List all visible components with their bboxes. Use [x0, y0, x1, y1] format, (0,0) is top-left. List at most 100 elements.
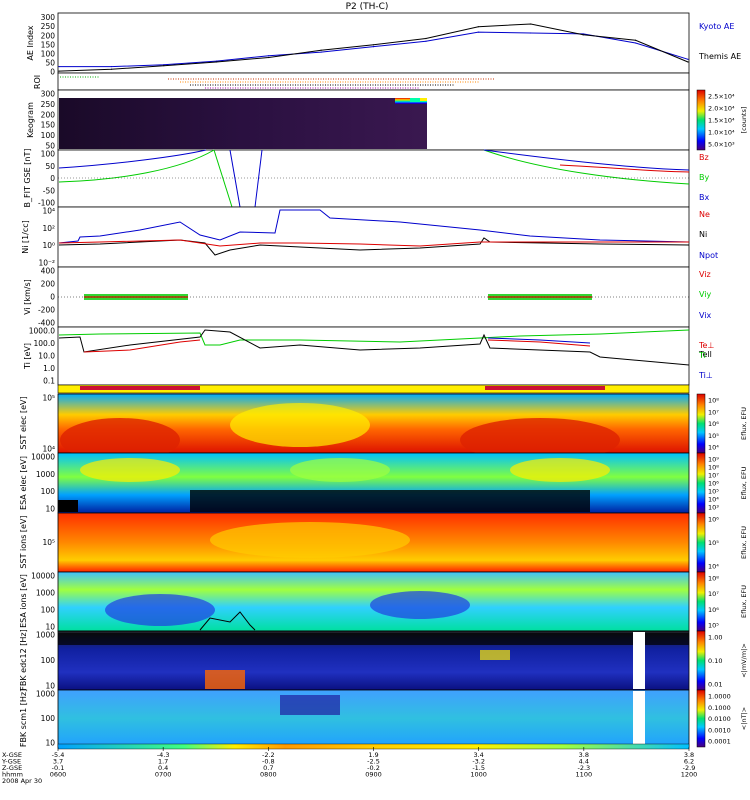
- legend-themis-ae: Themis AE: [698, 52, 741, 61]
- panel-ti: Ti [eV] Tell Te⊥ Ti Ti⊥: [23, 326, 714, 386]
- ae-ylabel: AE Index: [26, 25, 35, 60]
- panel-fbk-edc: FBK edc12 [Hz]: [19, 629, 706, 691]
- keogram-colorbar-tick: 1.0×10⁴: [708, 129, 735, 137]
- x-row-value: 1.7: [158, 758, 168, 766]
- keogram-ytick-label: 100: [41, 131, 56, 140]
- bfit-ytick-label: 50: [45, 162, 55, 171]
- ti-ytick-label: 1.0: [43, 364, 55, 373]
- fbk_b-colorbar-tick: 1.0000: [708, 693, 731, 701]
- sst_e-ytick-label: 10⁵: [42, 394, 55, 403]
- x-row-label: 2008 Apr 30: [2, 777, 42, 785]
- keogram-ylabel: Keogram: [26, 102, 35, 138]
- keogram-ytick-label: 300: [41, 90, 56, 99]
- vi-ytick-label: 0: [50, 293, 55, 302]
- esa_i-colorbar-tick: 10⁸: [708, 575, 719, 583]
- x-row-value: -0.1: [52, 764, 65, 772]
- mode-bar: [57, 384, 690, 394]
- esa_i-colorbar-tick: 10⁵: [708, 622, 719, 630]
- keogram-ytick-label: 200: [41, 110, 56, 119]
- ae-ytick-label: 0: [50, 68, 55, 77]
- keogram-colorbar-tick: 2.0×10⁴: [708, 105, 735, 113]
- keogram-colorbar-tick: 1.5×10⁴: [708, 117, 735, 125]
- fbk_e-ytick-label: 100: [41, 656, 56, 665]
- x-row-label: Z-GSE: [2, 764, 22, 772]
- fbk_b-colorbar-tick: 0.0100: [708, 715, 731, 723]
- fbk_e-colorbar-label: <|mV/m|>: [740, 643, 748, 678]
- fbk_b-colorbar-tick: 0.0001: [708, 738, 731, 746]
- x-row-value: -5.4: [52, 751, 65, 759]
- sst_e-colorbar-label: Eflux, EFU: [740, 407, 748, 440]
- esa_e-ytick-label: 10: [45, 505, 55, 514]
- x-tick-label: 1200: [681, 771, 698, 779]
- keogram-colorbar-tick: 5.0×10³: [708, 141, 735, 149]
- x-row-label: Y-GSE: [1, 758, 21, 766]
- esa-elec-ylabel: ESA elec [eV]: [19, 456, 28, 510]
- fbk_b-ytick-label: 10: [45, 739, 55, 748]
- panel-ae: AE Index Kyoto AE Themis AE 050100150200…: [26, 12, 741, 77]
- x-row-label: hhmm: [2, 771, 23, 779]
- ti-ytick-label: 0.1: [43, 377, 55, 386]
- sst_i-colorbar-tick: 10⁵: [708, 539, 719, 547]
- legend-viz: Viz: [699, 270, 711, 279]
- x-tick-label: 1100: [576, 771, 593, 779]
- vi-ylabel: Vi [km/s]: [23, 279, 32, 315]
- bfit-ytick-label: 0: [50, 174, 55, 183]
- x-tick-label: 0700: [155, 771, 172, 779]
- x-row-value: -1.5: [472, 764, 485, 772]
- vi-ytick-label: 400: [41, 267, 56, 276]
- ae-series-group: [58, 23, 689, 72]
- esa-ions-ylabel: ESA ions [eV]: [19, 574, 28, 628]
- esa_e-ytick-label: 1000: [36, 470, 55, 479]
- legend-bx: Bx: [699, 193, 709, 202]
- sst-ions-ylabel: SST ions [eV]: [19, 515, 28, 568]
- sst_i-colorbar-tick: 10⁴: [708, 563, 719, 571]
- bfit-ytick-label: -100: [38, 199, 55, 208]
- legend-kyoto-ae: Kyoto AE: [699, 22, 734, 31]
- fbk_b-colorbar-tick: 0.0010: [708, 726, 731, 734]
- esa_i-colorbar-label: Eflux, EFU: [740, 585, 748, 618]
- x-row-value: 0.4: [158, 764, 168, 772]
- x-row-value: -2.9: [683, 764, 696, 772]
- legend-bz: Bz: [699, 153, 709, 162]
- legend-viy: Viy: [699, 290, 712, 299]
- ae-ytick-label: 100: [41, 49, 56, 58]
- ae-series-line-0: [59, 31, 689, 68]
- panel-esa-ions: ESA ions [eV]: [19, 571, 706, 632]
- roi-ylabel: ROI: [33, 75, 42, 89]
- panel-ni: Ni [1/cc] Ne Ni Npot: [21, 206, 718, 268]
- keogram-ytick-label: 150: [41, 121, 56, 130]
- bfit-ytick-label: -50: [43, 186, 55, 195]
- x-tick-label: 0600: [50, 771, 67, 779]
- fbk_b-colorbar-label: <|nT|>: [740, 707, 748, 730]
- legend-ne: Ne: [699, 210, 710, 219]
- ti-ytick-label: 10.0: [38, 352, 55, 361]
- bfit-ytick-label: 100: [41, 150, 56, 159]
- sst_e-colorbar-tick: 10⁴: [708, 444, 719, 452]
- ni-ytick-label: 10⁰: [42, 241, 55, 250]
- keogram-colorbar: [696, 89, 706, 151]
- panel-sst-ions: SST ions [eV]: [19, 512, 706, 573]
- ti-ytick-label: 1000.0: [29, 327, 55, 336]
- esa_i-ytick-label: 10000: [31, 572, 55, 581]
- vi-ytick-label: -400: [38, 319, 55, 328]
- ni-ytick-label: 10²: [42, 224, 55, 233]
- ti-ylabel: Ti [eV]: [23, 343, 32, 370]
- keogram-colorbar-label: [counts]: [740, 107, 748, 134]
- fbk_e-colorbar-tick: 1.00: [708, 634, 722, 642]
- ni-ylabel: Ni [1/cc]: [21, 220, 30, 254]
- x-row-value: 3.8: [579, 751, 589, 759]
- legend-teperp: Te⊥: [698, 341, 714, 350]
- ae-ytick-label: 50: [45, 58, 55, 67]
- esa_i-colorbar-tick: 10⁷: [708, 590, 719, 598]
- panel-sst-elec: SST elec [eV]: [19, 393, 706, 462]
- panel-bfit: B_FIT GSE [nT] Bz By Bx: [23, 149, 709, 208]
- esa_i-ytick-label: 1000: [36, 589, 55, 598]
- x-row-value: -2.5: [367, 758, 380, 766]
- esa_e-ytick-label: 100: [41, 487, 56, 496]
- legend-tiperp: Ti⊥: [698, 371, 713, 380]
- x-tick-label: 0900: [365, 771, 382, 779]
- fbk-edc-ylabel: FBK edc12 [Hz]: [19, 629, 28, 690]
- legend-by: By: [699, 173, 709, 182]
